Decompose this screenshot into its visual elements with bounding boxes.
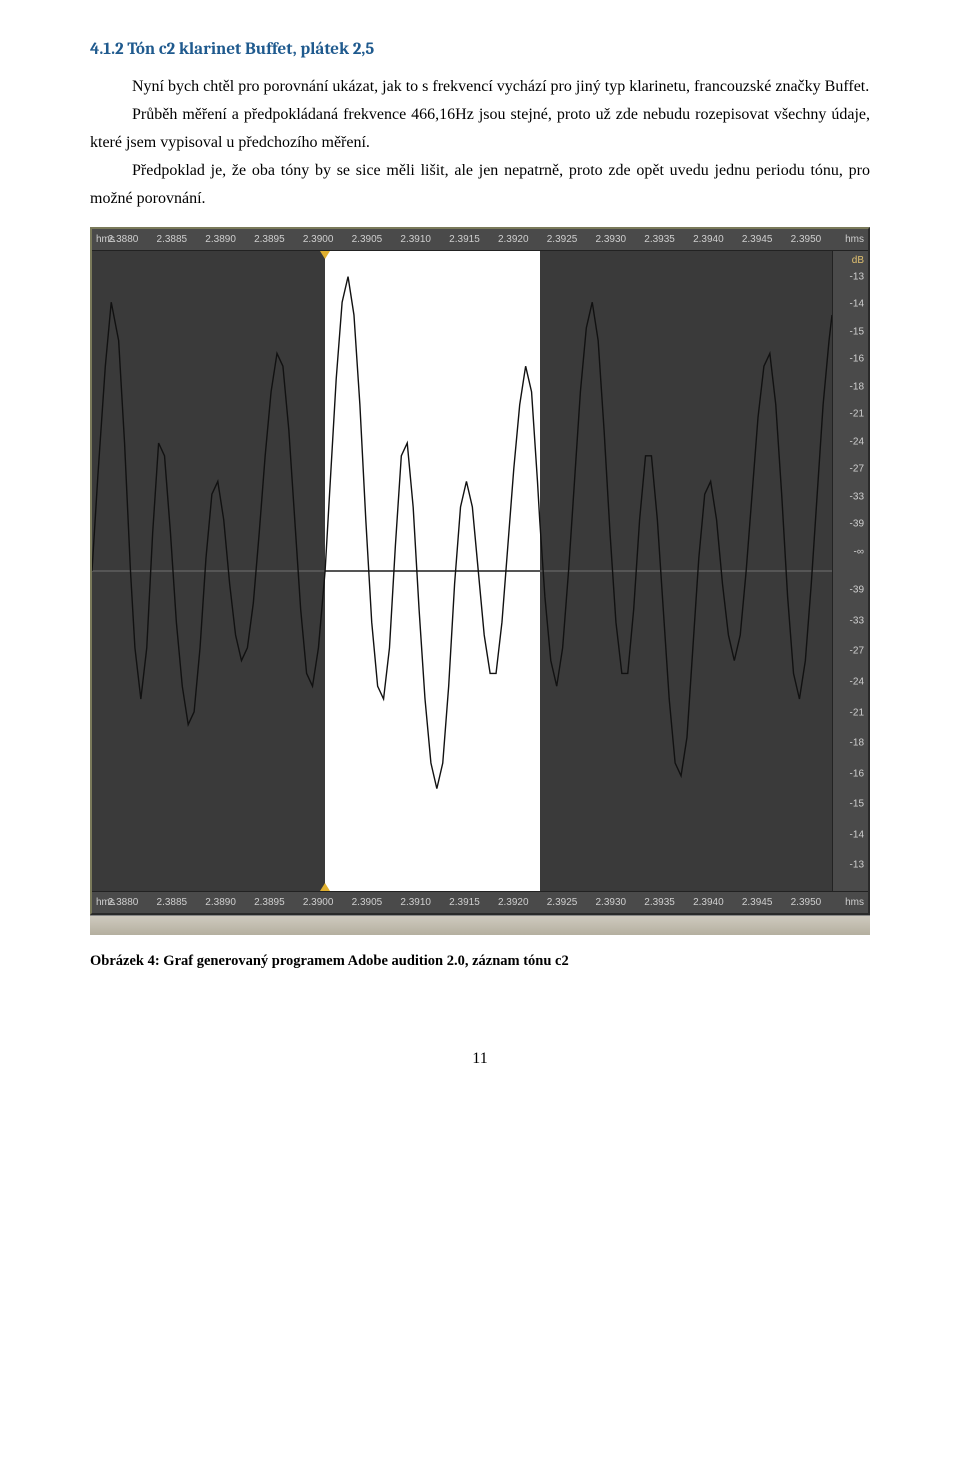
paragraph: Předpoklad je, že oba tóny by se sice mě… [90, 157, 870, 213]
time-ruler-top: hms2.38802.38852.38902.38952.39002.39052… [92, 229, 868, 251]
plot-area [92, 251, 832, 891]
waveform-screenshot: hms2.38802.38852.38902.38952.39002.39052… [90, 227, 870, 935]
marker-top-icon [320, 251, 330, 259]
chart-frame: hms2.38802.38852.38902.38952.39002.39052… [90, 227, 870, 915]
time-ruler-bottom: hms2.38802.38852.38902.38952.39002.39052… [92, 891, 868, 913]
page-number: 11 [90, 1050, 870, 1068]
status-bar [90, 915, 870, 935]
body-text: Nyní bych chtěl pro porovnání ukázat, ja… [90, 73, 870, 213]
section-heading: 4.1.2 Tón c2 klarinet Buffet, plátek 2,5 [90, 40, 870, 59]
waveform-path [92, 251, 832, 891]
marker-bottom-icon [320, 883, 330, 891]
figure-caption: Obrázek 4: Graf generovaný programem Ado… [90, 953, 870, 970]
db-axis: dB -13-14-15-16-18-21-24-27-33-39-∞-39-3… [832, 251, 868, 891]
db-unit-label: dB [852, 255, 864, 266]
paragraph: Nyní bych chtěl pro porovnání ukázat, ja… [90, 73, 870, 101]
paragraph: Průběh měření a předpokládaná frekvence … [90, 101, 870, 157]
